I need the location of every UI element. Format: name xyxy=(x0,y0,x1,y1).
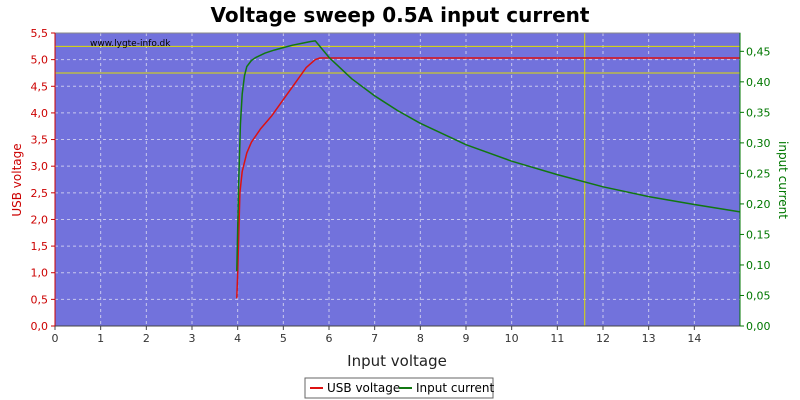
y2-tick-label: 0,15 xyxy=(746,228,771,241)
plot-area: www.lygte-info.dk xyxy=(54,32,741,327)
y-tick-label: 2,5 xyxy=(31,187,49,200)
x-tick-label: 7 xyxy=(371,332,378,345)
y2-tick-label: 0,10 xyxy=(746,259,771,272)
y-ticks: 0,0 0,5 1,0 1,5 2,0 2,5 3,0 3,5 4,0 4,5 5,0 5,5 xyxy=(31,27,55,333)
x-tick-label: 3 xyxy=(189,332,196,345)
x-tick-label: 8 xyxy=(417,332,424,345)
reference-lines xyxy=(55,33,740,326)
y-tick-label: 1,0 xyxy=(31,267,49,280)
x-tick-label: 10 xyxy=(505,332,519,345)
y2-ticks: 0,00 0,05 0,10 0,15 0,20 0,25 0,30 0,35 0,40 0,45 xyxy=(740,45,771,333)
y2-tick-label: 0,35 xyxy=(746,106,771,119)
y2-tick-label: 0,05 xyxy=(746,289,771,302)
x-tick-label: 11 xyxy=(550,332,564,345)
legend-label-input-current: Input current xyxy=(416,381,494,395)
x-tick-label: 4 xyxy=(234,332,241,345)
series-line-input-current xyxy=(236,40,741,272)
legend: USB voltage Input current xyxy=(304,377,494,399)
y2-axis-title: input current xyxy=(776,141,790,219)
watermark: www.lygte-info.dk xyxy=(90,39,171,49)
y-tick-label: 1,5 xyxy=(31,240,49,253)
series-line-usb-voltage xyxy=(236,57,740,299)
series-layer xyxy=(236,40,741,299)
y-tick-label: 3,5 xyxy=(31,134,49,147)
y2-tick-label: 0,20 xyxy=(746,198,771,211)
y-tick-label: 5,5 xyxy=(31,27,49,40)
y2-tick-label: 0,40 xyxy=(746,76,771,89)
plot-background xyxy=(55,33,740,326)
axes: 0 1 2 3 4 5 6 7 8 9 10 11 12 13 14 0,00,51,01,52,02,53… xyxy=(31,27,771,345)
x-tick-label: 0 xyxy=(52,332,59,345)
x-tick-label: 9 xyxy=(463,332,470,345)
x-tick-label: 14 xyxy=(687,332,701,345)
x-tick-label: 6 xyxy=(326,332,333,345)
y-tick-label: 4,0 xyxy=(31,107,49,120)
x-tick-label: 5 xyxy=(280,332,287,345)
grid xyxy=(55,33,740,326)
legend-label-usb-voltage: USB voltage xyxy=(327,381,400,395)
y-tick-label: 3,0 xyxy=(31,160,49,173)
y-tick-label: 0,0 xyxy=(31,320,49,333)
x-tick-label: 12 xyxy=(596,332,610,345)
y-tick-label: 5,0 xyxy=(31,54,49,67)
x-tick-label: 2 xyxy=(143,332,150,345)
x-ticks: 0 1 2 3 4 5 6 7 8 9 10 11 12 13 14 xyxy=(52,326,701,345)
x-tick-label: 13 xyxy=(642,332,656,345)
y2-tick-label: 0,45 xyxy=(746,45,771,58)
y2-tick-label: 0,30 xyxy=(746,137,771,150)
y-tick-label: 4,5 xyxy=(31,80,49,93)
y-tick-label: 2,0 xyxy=(31,213,49,226)
y-axis-title: USB voltage xyxy=(10,143,24,216)
y2-tick-label: 0,25 xyxy=(746,167,771,180)
y2-tick-label: 0,00 xyxy=(746,320,771,333)
chart-title: Voltage sweep 0.5A input current xyxy=(211,3,590,27)
y-tick-label: 0,5 xyxy=(31,293,49,306)
x-tick-label: 1 xyxy=(97,332,104,345)
x-axis-title: Input voltage xyxy=(347,352,447,370)
